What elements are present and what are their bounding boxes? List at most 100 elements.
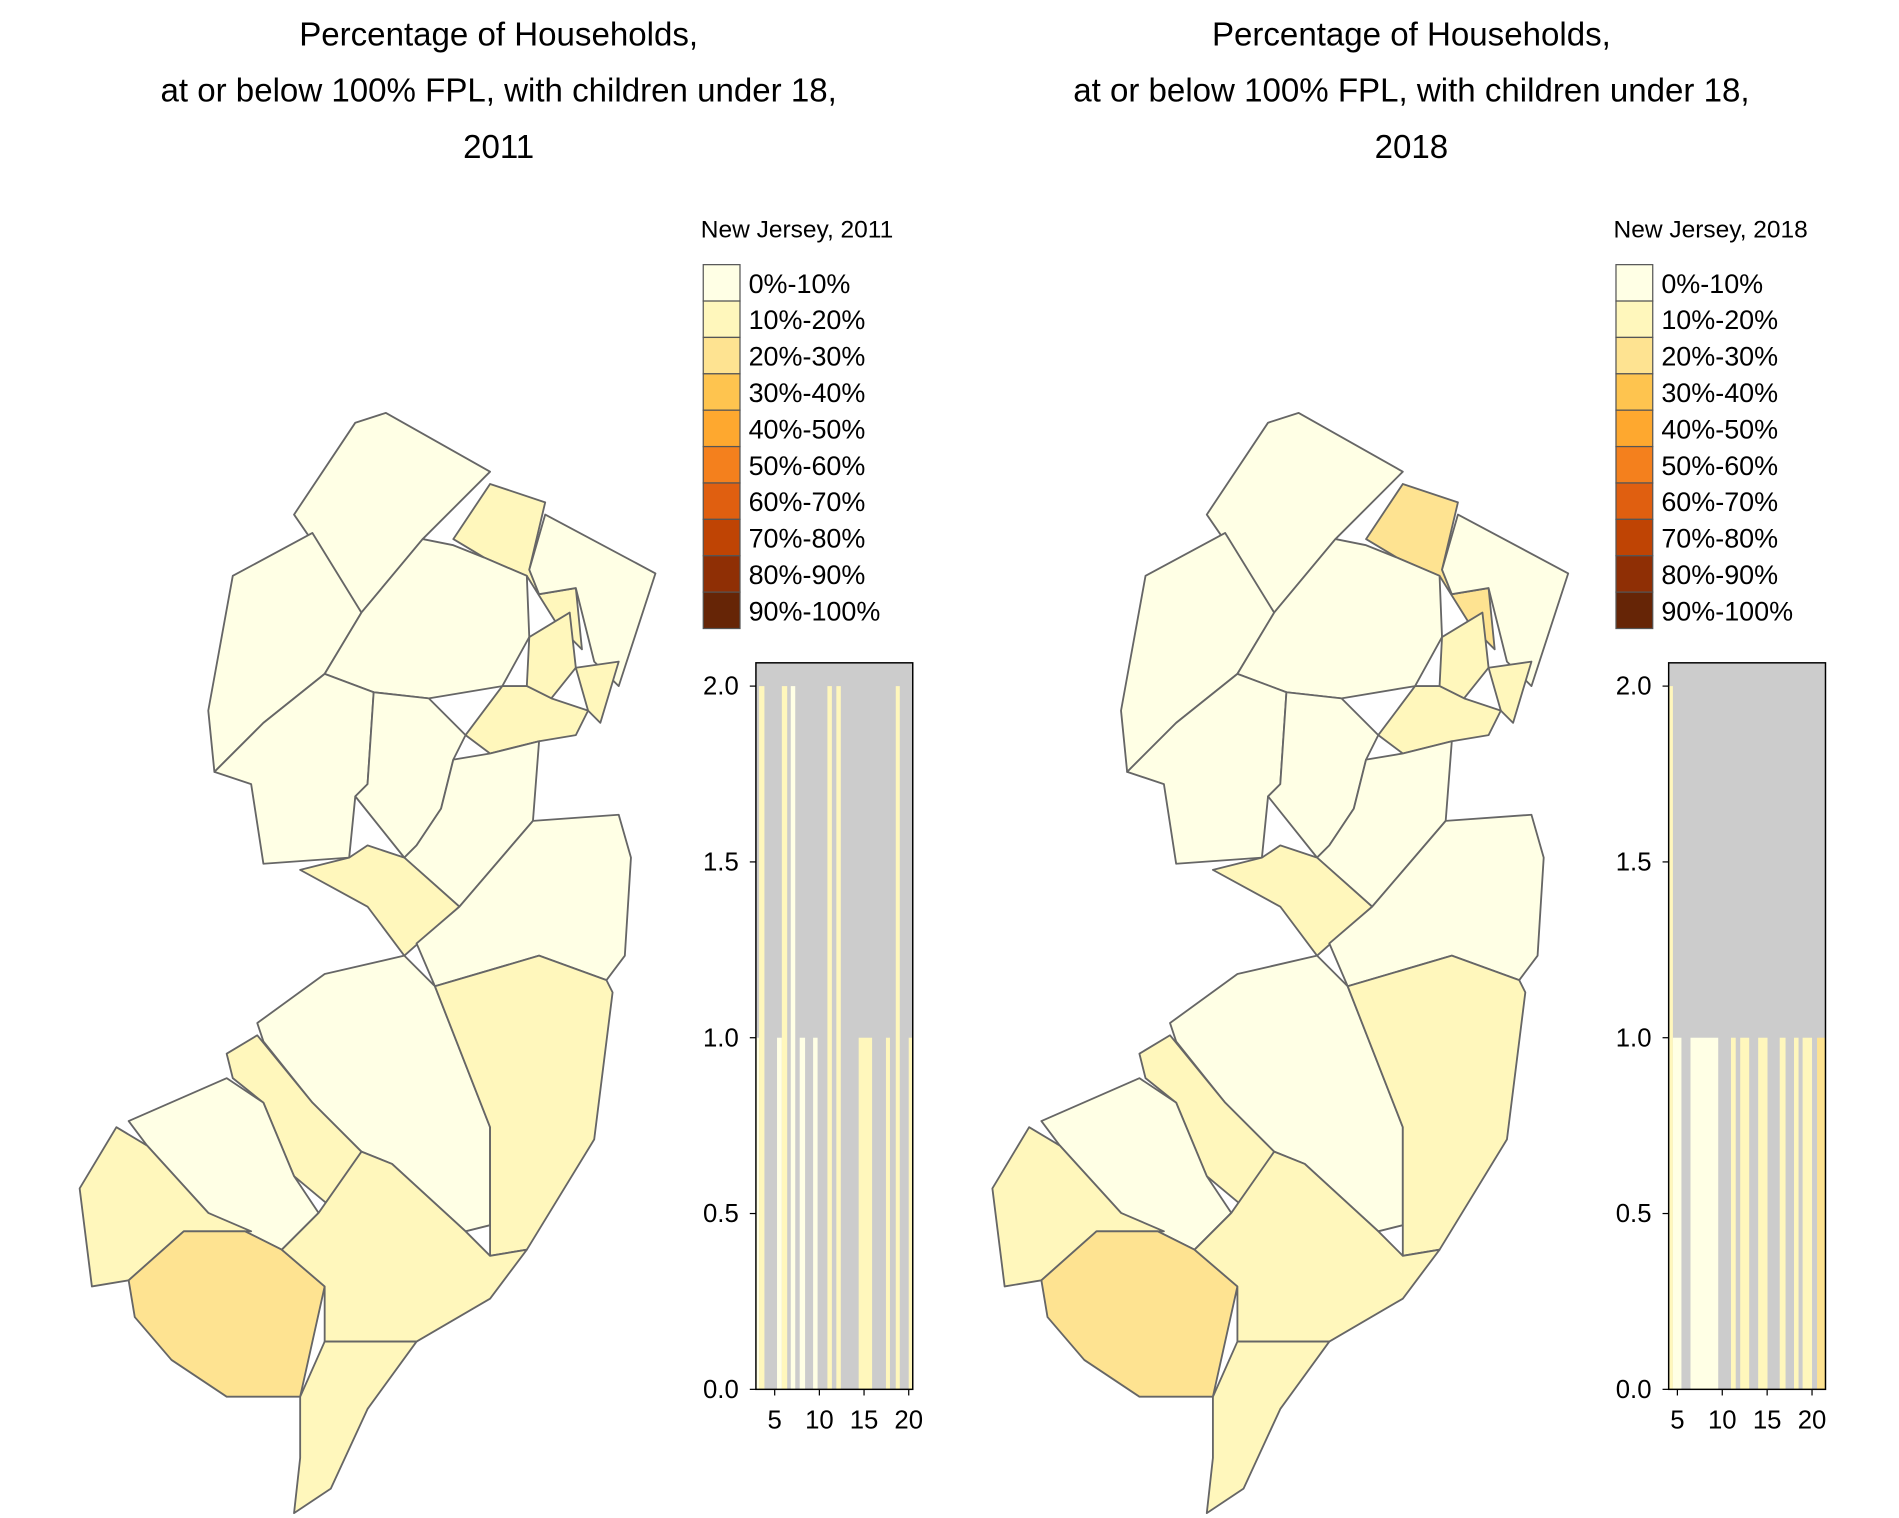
county-region — [1377, 685, 1502, 755]
histogram-bar — [813, 1037, 818, 1390]
county-region — [1441, 513, 1570, 688]
x-tick-label: 20 — [894, 1407, 923, 1435]
legend-title: New Jersey, 2018 — [1614, 217, 1808, 244]
legend-label: 90%-100% — [749, 596, 881, 626]
legend-swatch — [702, 373, 741, 411]
histogram-bar — [1690, 1037, 1719, 1390]
title-line-1: Percentage of Households, — [299, 16, 698, 53]
histogram-bar — [1793, 1037, 1799, 1390]
legend-label: 70%-80% — [1661, 524, 1778, 554]
title-line-3: 2018 — [1375, 129, 1449, 166]
legend-label: 50%-60% — [1661, 451, 1778, 481]
legend-label: 0%-10% — [749, 269, 851, 299]
legend-swatch — [1615, 482, 1654, 520]
legend-label: 30%-40% — [1661, 378, 1778, 408]
county-region — [1205, 1340, 1331, 1515]
legend-label: 60%-70% — [749, 487, 866, 517]
county-region — [280, 1150, 528, 1343]
x-tick-label: 10 — [805, 1407, 834, 1435]
panel-2011: Percentage of Households, at or below 10… — [78, 16, 923, 1515]
legend-swatch — [1615, 264, 1654, 302]
histogram-bar — [836, 686, 841, 1390]
legend-label: 30%-40% — [749, 378, 866, 408]
legend-label: 0%-10% — [1661, 269, 1763, 299]
x-tick-label: 5 — [1670, 1407, 1684, 1435]
histogram-bar — [1802, 1037, 1813, 1390]
histogram-bar — [799, 1037, 806, 1390]
histogram-bar — [1779, 1037, 1786, 1390]
county-map — [78, 411, 657, 1515]
legend-label: 10%-20% — [749, 305, 866, 335]
legend-swatch — [1615, 518, 1654, 557]
y-tick-label: 0.5 — [1616, 1200, 1652, 1228]
legend: 0%-10% 10%-20% 20%-30% 30%-40% 40%-50% 50%-60… — [1615, 264, 1793, 630]
legend-swatch — [1615, 555, 1654, 593]
x-tick-label: 20 — [1798, 1407, 1827, 1435]
county-region — [1193, 1150, 1441, 1343]
legend-title: New Jersey, 2011 — [701, 217, 893, 244]
histogram-bar — [1817, 1037, 1826, 1390]
y-tick-label: 2.0 — [1616, 673, 1652, 701]
legend-swatch — [1615, 373, 1654, 411]
legend-swatch — [1615, 445, 1654, 484]
legend-swatch — [1615, 300, 1654, 339]
histogram-bar — [895, 686, 900, 1390]
histogram-bar — [790, 686, 796, 1390]
legend-label: 80%-90% — [749, 560, 866, 590]
legend-swatch — [1615, 409, 1654, 448]
y-tick-label: 0.0 — [1616, 1376, 1652, 1404]
legend-swatch — [702, 518, 741, 557]
county-region — [525, 611, 577, 700]
histogram-bar — [759, 686, 765, 1390]
county-region — [293, 1340, 418, 1515]
legend-label: 20%-30% — [749, 342, 866, 372]
y-tick-label: 1.5 — [703, 848, 739, 876]
legend: 0%-10% 10%-20% 20%-30% 30%-40% 40%-50% 50%-60… — [702, 264, 881, 630]
x-tick-label: 15 — [1753, 1407, 1782, 1435]
county-region — [1438, 611, 1490, 700]
x-tick-label: 10 — [1708, 1407, 1737, 1435]
histogram-bar — [827, 686, 832, 1390]
histogram: 0.0 0.5 1.0 1.5 2.0 5 10 15 20 — [703, 662, 923, 1435]
legend-swatch — [1615, 336, 1654, 375]
histogram-bar — [858, 1037, 873, 1390]
y-tick-label: 1.5 — [1616, 848, 1652, 876]
histogram-bar — [781, 686, 788, 1390]
legend-label: 50%-60% — [749, 451, 866, 481]
y-tick-label: 0.5 — [703, 1200, 739, 1228]
legend-swatch — [702, 445, 741, 484]
x-tick-label: 5 — [768, 1407, 782, 1435]
legend-swatch — [702, 336, 741, 375]
histogram-bar — [908, 1037, 913, 1390]
legend-label: 80%-90% — [1661, 560, 1778, 590]
legend-swatch — [702, 264, 741, 302]
legend-label: 60%-70% — [1661, 487, 1778, 517]
plot-frame — [755, 662, 914, 1391]
histogram-bar — [1758, 1037, 1768, 1390]
title-line-1: Percentage of Households, — [1212, 16, 1611, 53]
county-map — [991, 411, 1570, 1515]
title-line-2: at or below 100% FPL, with children unde… — [1073, 73, 1749, 110]
legend-swatch — [702, 409, 741, 448]
panel-2018: Percentage of Households, at or below 10… — [991, 16, 1827, 1515]
title-line-2: at or below 100% FPL, with children unde… — [160, 73, 836, 110]
county-region — [1346, 954, 1527, 1257]
legend-swatch — [702, 555, 741, 593]
legend-label: 20%-30% — [1661, 342, 1778, 372]
county-region — [1040, 1230, 1239, 1398]
histogram-bar — [777, 1037, 782, 1390]
county-region — [991, 1126, 1165, 1288]
legend-swatch — [702, 300, 741, 339]
plot-frame — [1667, 662, 1827, 1391]
county-region — [464, 685, 589, 755]
legend-swatch — [1615, 591, 1654, 630]
legend-label: 40%-50% — [1661, 414, 1778, 444]
legend-swatch — [702, 591, 741, 630]
county-region — [78, 1126, 253, 1288]
county-region — [1487, 660, 1533, 724]
county-region — [574, 660, 620, 724]
y-tick-label: 2.0 — [703, 673, 739, 701]
histogram-bar — [1740, 1037, 1750, 1390]
county-region — [434, 954, 614, 1257]
